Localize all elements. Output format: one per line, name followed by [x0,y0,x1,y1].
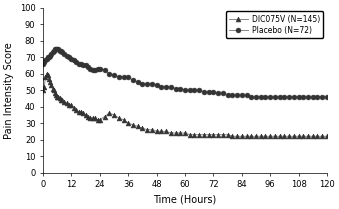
Placebo (N=72) [249,96,253,98]
Placebo (N=72) [188,89,192,91]
DIC075V (N=145) [325,135,329,138]
Placebo (N=72) [325,96,329,98]
Placebo (N=72) [41,62,45,65]
Placebo (N=72) [159,86,163,88]
Line: DIC075V (N=145): DIC075V (N=145) [41,71,330,139]
Placebo (N=72) [53,48,57,50]
Placebo (N=72) [263,96,267,98]
Y-axis label: Pain Intensity Score: Pain Intensity Score [4,42,14,139]
Placebo (N=72) [282,96,286,98]
DIC075V (N=145) [188,133,192,136]
DIC075V (N=145) [282,135,286,138]
Placebo (N=72) [297,96,301,98]
X-axis label: Time (Hours): Time (Hours) [154,195,217,205]
DIC075V (N=145) [235,135,239,138]
DIC075V (N=145) [45,72,49,75]
DIC075V (N=145) [263,135,267,138]
Legend: DIC075V (N=145), Placebo (N=72): DIC075V (N=145), Placebo (N=72) [226,11,323,38]
DIC075V (N=145) [41,89,45,91]
DIC075V (N=145) [159,130,163,133]
Line: Placebo (N=72): Placebo (N=72) [41,46,330,99]
DIC075V (N=145) [297,135,301,138]
DIC075V (N=145) [230,135,234,138]
Placebo (N=72) [230,94,234,96]
